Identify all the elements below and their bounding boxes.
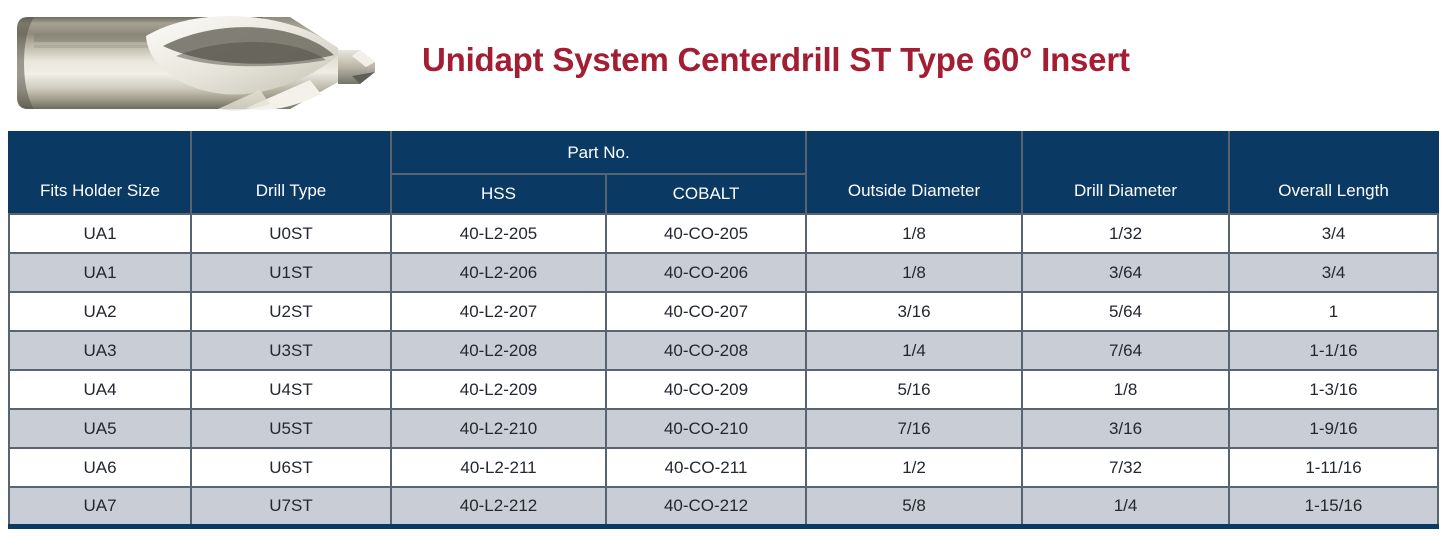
table-row: UA2 U2ST 40-L2-207 40-CO-207 3/16 5/64 1 (8, 291, 1440, 332)
cell-drill-diameter: 7/64 (1021, 330, 1231, 371)
table-row: UA7 U7ST 40-L2-212 40-CO-212 5/8 1/4 1-1… (8, 486, 1440, 529)
table-row: UA4 U4ST 40-L2-209 40-CO-209 5/16 1/8 1-… (8, 369, 1440, 410)
cell-drill-type: U2ST (190, 291, 392, 332)
col-group-header-part-no: Part No. (389, 131, 808, 175)
product-spec-table: Fits Holder Size Drill Type Part No. Out… (8, 131, 1440, 529)
cell-part-no-cobalt: 40-CO-207 (604, 291, 808, 332)
col-header-fits-holder-size: Fits Holder Size (8, 131, 192, 215)
cell-drill-diameter: 1/8 (1021, 369, 1231, 410)
cell-part-no-cobalt: 40-CO-212 (604, 486, 808, 529)
cell-fits-holder-size: UA1 (8, 213, 192, 254)
table-row: UA1 U1ST 40-L2-206 40-CO-206 1/8 3/64 3/… (8, 252, 1440, 293)
cell-part-no-cobalt: 40-CO-205 (604, 213, 808, 254)
col-header-drill-type: Drill Type (190, 131, 392, 215)
cell-fits-holder-size: UA7 (8, 486, 192, 529)
cell-drill-type: U3ST (190, 330, 392, 371)
table-row: UA6 U6ST 40-L2-211 40-CO-211 1/2 7/32 1-… (8, 447, 1440, 488)
cell-drill-diameter: 3/16 (1021, 408, 1231, 449)
cell-drill-type: U7ST (190, 486, 392, 529)
cell-fits-holder-size: UA2 (8, 291, 192, 332)
cell-part-no-hss: 40-L2-206 (390, 252, 607, 293)
cell-overall-length: 3/4 (1228, 213, 1440, 254)
cell-outside-diameter: 1/4 (805, 330, 1024, 371)
centerdrill-photo-svg (17, 15, 375, 111)
cell-part-no-cobalt: 40-CO-208 (604, 330, 808, 371)
cell-overall-length: 1 (1228, 291, 1440, 332)
cell-fits-holder-size: UA6 (8, 447, 192, 488)
cell-part-no-cobalt: 40-CO-206 (604, 252, 808, 293)
cell-drill-type: U5ST (190, 408, 392, 449)
col-header-overall-length: Overall Length (1228, 131, 1440, 215)
table-section: Fits Holder Size Drill Type Part No. Out… (0, 120, 1445, 529)
cell-outside-diameter: 1/2 (805, 447, 1024, 488)
cell-overall-length: 1-9/16 (1228, 408, 1440, 449)
cell-outside-diameter: 7/16 (805, 408, 1024, 449)
col-header-drill-diameter: Drill Diameter (1021, 131, 1231, 215)
cell-drill-type: U4ST (190, 369, 392, 410)
cell-part-no-hss: 40-L2-212 (390, 486, 607, 529)
cell-overall-length: 1-3/16 (1228, 369, 1440, 410)
cell-outside-diameter: 3/16 (805, 291, 1024, 332)
cell-part-no-cobalt: 40-CO-211 (604, 447, 808, 488)
cell-drill-diameter: 1/4 (1021, 486, 1231, 529)
cell-part-no-hss: 40-L2-207 (390, 291, 607, 332)
cell-overall-length: 3/4 (1228, 252, 1440, 293)
cell-overall-length: 1-15/16 (1228, 486, 1440, 529)
table-row: UA3 U3ST 40-L2-208 40-CO-208 1/4 7/64 1-… (8, 330, 1440, 371)
cell-drill-type: U6ST (190, 447, 392, 488)
cell-outside-diameter: 1/8 (805, 252, 1024, 293)
centerdrill-product-image (8, 12, 376, 114)
cell-part-no-hss: 40-L2-209 (390, 369, 607, 410)
cell-outside-diameter: 1/8 (805, 213, 1024, 254)
cell-overall-length: 1-11/16 (1228, 447, 1440, 488)
cell-part-no-cobalt: 40-CO-210 (604, 408, 808, 449)
cell-overall-length: 1-1/16 (1228, 330, 1440, 371)
table-row: UA5 U5ST 40-L2-210 40-CO-210 7/16 3/16 1… (8, 408, 1440, 449)
cell-drill-diameter: 3/64 (1021, 252, 1231, 293)
cell-part-no-hss: 40-L2-210 (390, 408, 607, 449)
col-header-cobalt: COBALT (604, 173, 808, 215)
cell-drill-type: U1ST (190, 252, 392, 293)
table-row: UA1 U0ST 40-L2-205 40-CO-205 1/8 1/32 3/… (8, 213, 1440, 254)
cell-drill-diameter: 7/32 (1021, 447, 1231, 488)
cell-part-no-hss: 40-L2-211 (390, 447, 607, 488)
cell-fits-holder-size: UA1 (8, 252, 192, 293)
cell-drill-type: U0ST (190, 213, 392, 254)
cell-fits-holder-size: UA5 (8, 408, 192, 449)
cell-drill-diameter: 5/64 (1021, 291, 1231, 332)
col-header-outside-diameter: Outside Diameter (805, 131, 1024, 215)
table-header: Fits Holder Size Drill Type Part No. Out… (8, 131, 1440, 215)
cell-outside-diameter: 5/8 (805, 486, 1024, 529)
top-section: Unidapt System Centerdrill ST Type 60° I… (0, 0, 1445, 120)
cell-part-no-hss: 40-L2-208 (390, 330, 607, 371)
cell-fits-holder-size: UA4 (8, 369, 192, 410)
cell-outside-diameter: 5/16 (805, 369, 1024, 410)
page-title: Unidapt System Centerdrill ST Type 60° I… (422, 40, 1130, 78)
col-header-hss: HSS (390, 173, 607, 215)
cell-part-no-cobalt: 40-CO-209 (604, 369, 808, 410)
cell-drill-diameter: 1/32 (1021, 213, 1231, 254)
cell-fits-holder-size: UA3 (8, 330, 192, 371)
cell-part-no-hss: 40-L2-205 (390, 213, 607, 254)
table-body: UA1 U0ST 40-L2-205 40-CO-205 1/8 1/32 3/… (8, 213, 1440, 529)
